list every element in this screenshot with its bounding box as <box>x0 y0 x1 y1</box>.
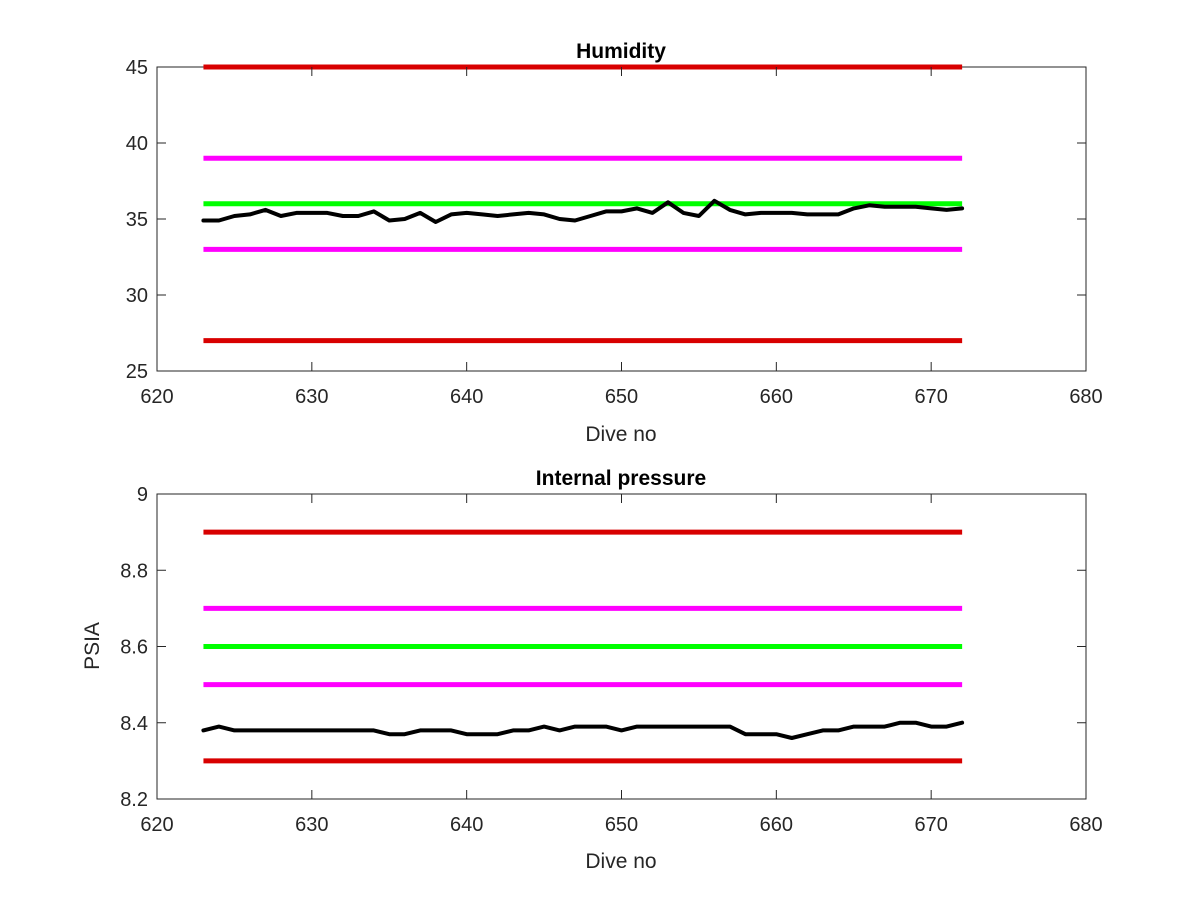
humidity-threshold-lines <box>203 64 963 344</box>
humidity-x-tick-label: 650 <box>605 386 638 408</box>
humidity-x-tick-label: 660 <box>760 386 793 408</box>
humidity-y-tick-label: 35 <box>126 209 148 231</box>
humidity-x-tick-label: 620 <box>140 386 173 408</box>
humidity-data-line-0 <box>201 198 965 224</box>
internal-pressure-y-tick-label: 9 <box>137 484 148 506</box>
humidity-x-tick-label: 680 <box>1069 386 1102 408</box>
internal-pressure-x-tick-label: 680 <box>1069 814 1102 836</box>
humidity-y-tick-label: 25 <box>126 361 148 383</box>
internal-pressure-y-tick-label: 8.6 <box>120 637 148 659</box>
internal-pressure-x-axis-label: Dive no <box>585 850 656 873</box>
humidity-y-tick-label: 45 <box>126 57 148 79</box>
humidity-chart-title: Humidity <box>576 40 666 63</box>
humidity-x-tick-label: 640 <box>450 386 483 408</box>
humidity-y-tick-label: 40 <box>126 133 148 155</box>
internal-pressure-y-tick-label: 8.8 <box>120 560 148 582</box>
internal-pressure-x-tick-label: 620 <box>140 814 173 836</box>
internal-pressure-x-tick-label: 640 <box>450 814 483 836</box>
humidity-x-tick-label: 630 <box>295 386 328 408</box>
humidity-y-ticks: 25 30 35 40 45 <box>126 57 1086 383</box>
humidity-x-axis-label: Dive no <box>585 423 656 446</box>
internal-pressure-data-line-0 <box>201 720 965 740</box>
humidity-x-ticks: 620 630 640 650 660 670 680 <box>140 67 1103 408</box>
internal-pressure-chart: 620 630 640 650 660 670 680 8.2 8.4 8.6 8.8 9 Inte… <box>81 467 1103 873</box>
internal-pressure-threshold-lines <box>203 529 963 764</box>
internal-pressure-x-ticks: 620 630 640 650 660 670 680 <box>140 494 1103 836</box>
internal-pressure-series <box>201 720 965 740</box>
humidity-x-tick-label: 670 <box>914 386 947 408</box>
internal-pressure-chart-title: Internal pressure <box>536 467 706 490</box>
internal-pressure-y-tick-label: 8.2 <box>120 789 148 811</box>
internal-pressure-x-tick-label: 650 <box>605 814 638 836</box>
internal-pressure-y-ticks: 8.2 8.4 8.6 8.8 9 <box>120 484 1086 811</box>
internal-pressure-x-tick-label: 670 <box>914 814 947 836</box>
internal-pressure-y-axis-label: PSIA <box>81 622 104 670</box>
humidity-series <box>201 198 965 224</box>
internal-pressure-x-tick-label: 630 <box>295 814 328 836</box>
humidity-chart: 620 630 640 650 660 670 680 25 30 35 40 45 Humidit… <box>126 40 1103 446</box>
internal-pressure-x-tick-label: 660 <box>760 814 793 836</box>
humidity-y-tick-label: 30 <box>126 285 148 307</box>
humidity-plot-area <box>156 66 1087 372</box>
internal-pressure-y-tick-label: 8.4 <box>120 713 148 735</box>
